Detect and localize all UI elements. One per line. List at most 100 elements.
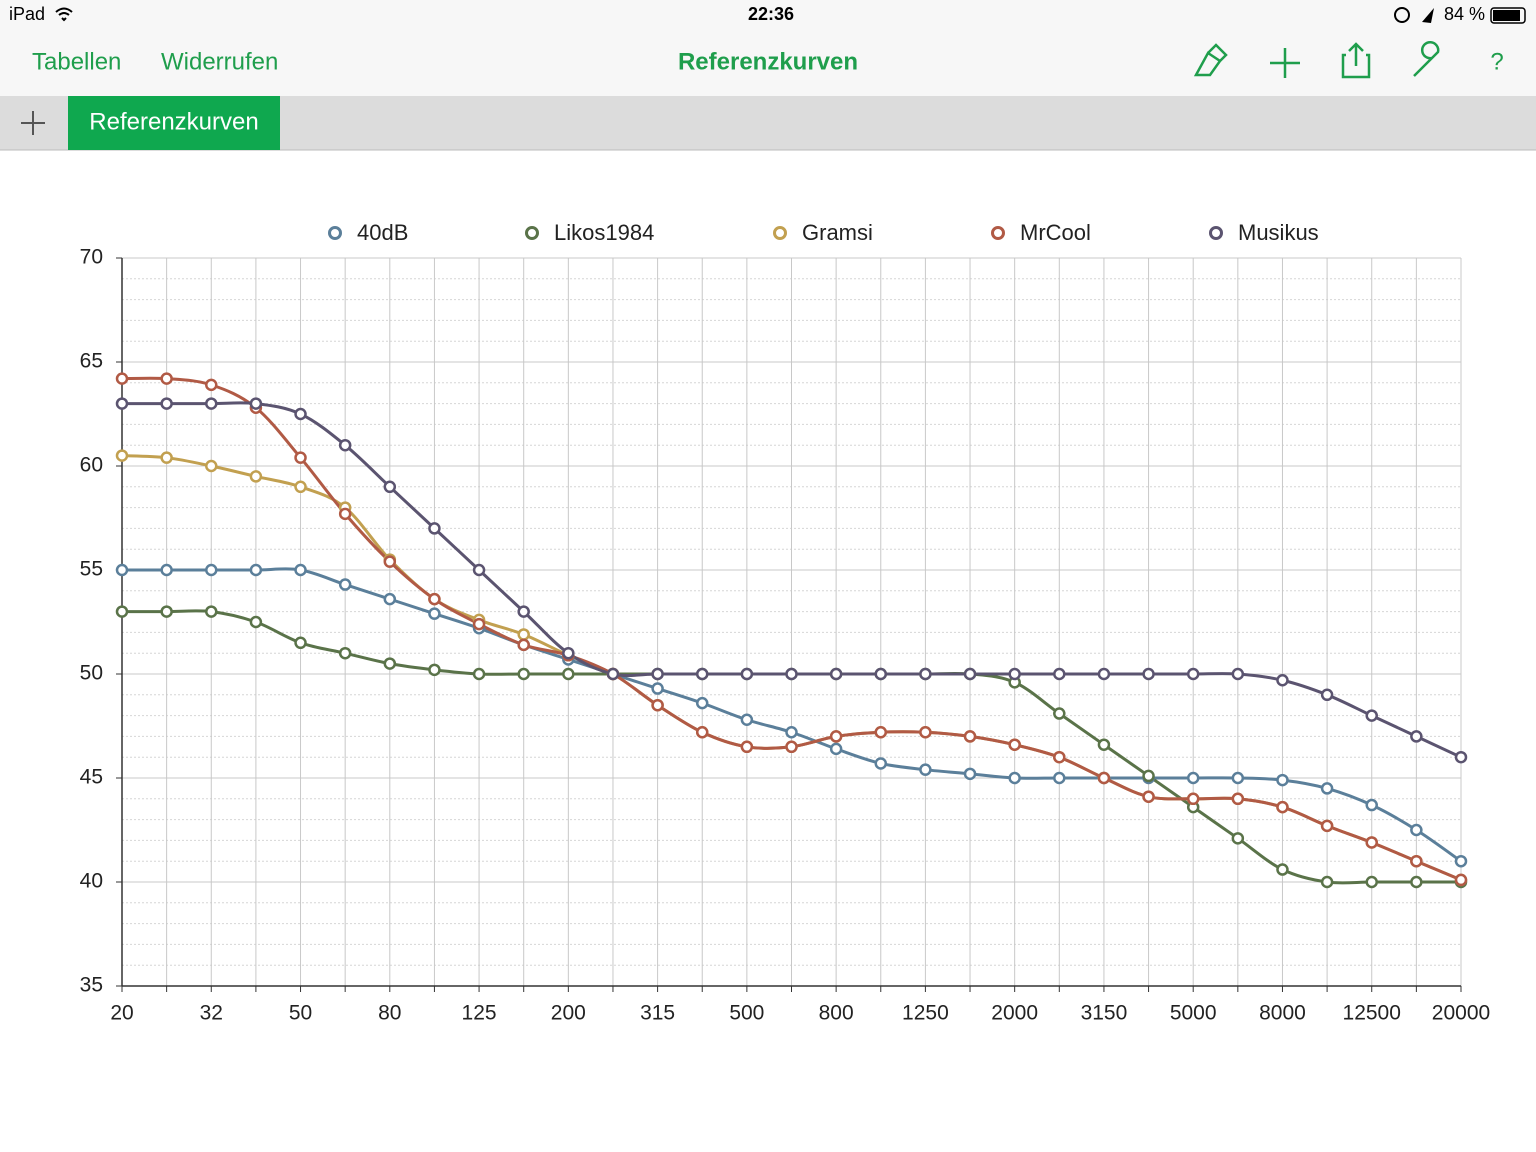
data-point bbox=[249, 470, 263, 483]
data-point bbox=[1231, 832, 1245, 845]
data-point bbox=[695, 696, 709, 710]
data-point bbox=[294, 407, 307, 421]
data-point bbox=[785, 725, 798, 739]
data-point bbox=[1142, 667, 1155, 681]
data-point bbox=[1008, 771, 1021, 785]
top-bar bbox=[0, 0, 1536, 96]
legend-label: Gramsi bbox=[802, 220, 873, 245]
format-button[interactable] bbox=[1193, 43, 1228, 77]
x-tick-label: 8000 bbox=[1259, 1002, 1306, 1025]
data-point bbox=[740, 740, 754, 754]
data-point bbox=[1276, 863, 1289, 876]
data-point bbox=[383, 480, 397, 494]
legend-label: Likos1984 bbox=[554, 220, 654, 245]
legend-label: MrCool bbox=[1020, 220, 1091, 245]
data-point bbox=[1276, 673, 1289, 687]
data-point bbox=[517, 605, 530, 618]
clock: 22:36 bbox=[748, 4, 794, 24]
data-point bbox=[205, 605, 218, 618]
data-point bbox=[829, 742, 843, 756]
help-button[interactable]: ? bbox=[1490, 48, 1503, 75]
data-point bbox=[874, 757, 888, 770]
data-point bbox=[338, 646, 352, 660]
data-point bbox=[1008, 738, 1021, 751]
legend-marker bbox=[991, 226, 1005, 240]
y-tick-label: 50 bbox=[80, 662, 103, 685]
tools-button[interactable] bbox=[1413, 40, 1440, 77]
data-point bbox=[249, 397, 263, 410]
y-tick-label: 40 bbox=[80, 870, 103, 893]
data-point bbox=[829, 730, 843, 743]
x-tick-label: 3150 bbox=[1081, 1002, 1128, 1025]
data-point bbox=[651, 698, 664, 712]
data-point bbox=[1097, 738, 1111, 751]
data-point bbox=[963, 730, 977, 743]
x-tick-label: 20 bbox=[110, 1002, 133, 1025]
data-point bbox=[651, 667, 664, 681]
battery-level: 84 % bbox=[1444, 4, 1485, 24]
x-tick-label: 125 bbox=[462, 1002, 497, 1025]
y-tick-label: 65 bbox=[80, 350, 103, 373]
x-tick-label: 50 bbox=[289, 1002, 312, 1025]
data-point bbox=[428, 663, 441, 677]
data-point bbox=[517, 628, 530, 641]
active-tab[interactable] bbox=[68, 96, 280, 150]
data-point bbox=[428, 522, 441, 535]
data-point bbox=[205, 378, 218, 392]
data-point bbox=[249, 563, 263, 577]
data-point bbox=[472, 617, 486, 631]
chart: 35 40 45 50 55 60 65 70 20 32 50 80 125 200 315 500 800 1… bbox=[80, 220, 1491, 1025]
legend-label: 40dB bbox=[357, 220, 408, 245]
data-point bbox=[1231, 792, 1245, 806]
undo-button[interactable]: Widerrufen bbox=[161, 48, 278, 75]
data-point bbox=[294, 636, 307, 650]
data-point bbox=[294, 451, 307, 464]
x-tick-label: 500 bbox=[729, 1002, 764, 1025]
data-point bbox=[1008, 667, 1021, 681]
data-point bbox=[1320, 875, 1334, 889]
data-point bbox=[874, 725, 888, 739]
data-point bbox=[1454, 873, 1468, 887]
data-point bbox=[294, 563, 307, 577]
data-point bbox=[1320, 819, 1334, 833]
wifi-icon bbox=[55, 7, 73, 22]
data-point bbox=[1097, 667, 1111, 681]
data-point bbox=[829, 667, 843, 681]
data-point bbox=[919, 725, 932, 739]
data-point bbox=[1053, 707, 1066, 720]
tables-button[interactable]: Tabellen bbox=[32, 48, 121, 75]
data-point bbox=[1365, 836, 1378, 849]
y-tick-label: 45 bbox=[80, 766, 103, 789]
lock-icon bbox=[1394, 7, 1410, 23]
add-button[interactable] bbox=[1270, 48, 1300, 78]
data-point bbox=[963, 767, 977, 781]
data-point bbox=[1365, 875, 1378, 889]
data-point bbox=[1186, 771, 1200, 785]
data-point bbox=[517, 667, 530, 681]
data-point bbox=[1186, 667, 1200, 681]
legend-marker bbox=[773, 226, 787, 240]
share-button[interactable] bbox=[1341, 42, 1371, 79]
data-point bbox=[115, 449, 129, 462]
tab-label[interactable]: Referenzkurven bbox=[89, 108, 258, 135]
data-point bbox=[338, 578, 352, 591]
data-point bbox=[383, 657, 397, 670]
data-point bbox=[606, 667, 620, 681]
data-point bbox=[1276, 773, 1289, 787]
y-tick-label: 70 bbox=[80, 246, 103, 269]
data-point bbox=[1231, 771, 1245, 785]
data-point bbox=[160, 451, 173, 464]
data-point bbox=[115, 605, 129, 618]
data-point bbox=[160, 563, 173, 577]
x-tick-label: 1250 bbox=[902, 1002, 949, 1025]
y-tick-label: 60 bbox=[80, 454, 103, 477]
x-tick-label: 32 bbox=[200, 1002, 223, 1025]
add-sheet-button[interactable] bbox=[21, 111, 45, 135]
data-point bbox=[160, 397, 173, 410]
x-tick-label: 200 bbox=[551, 1002, 586, 1025]
data-point bbox=[1053, 667, 1066, 681]
x-tick-label: 2000 bbox=[991, 1002, 1038, 1025]
data-point bbox=[1365, 798, 1378, 812]
data-point bbox=[1053, 771, 1066, 785]
